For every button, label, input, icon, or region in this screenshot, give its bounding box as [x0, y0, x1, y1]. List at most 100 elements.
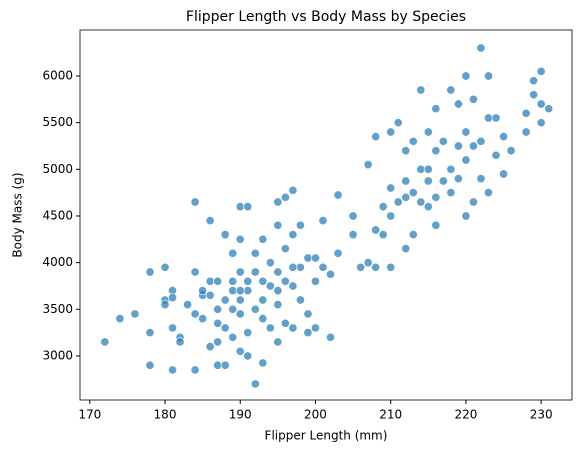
- point: [273, 220, 283, 230]
- point: [295, 220, 305, 230]
- point: [423, 164, 433, 174]
- point: [220, 323, 230, 333]
- chart-title: Flipper Length vs Body Mass by Species: [186, 9, 466, 25]
- point: [243, 276, 253, 286]
- point: [167, 293, 178, 303]
- point: [393, 118, 403, 128]
- point: [521, 127, 531, 137]
- point: [288, 323, 298, 333]
- point: [318, 216, 328, 226]
- point: [453, 174, 463, 184]
- point: [213, 360, 223, 370]
- point: [529, 90, 539, 100]
- point: [386, 211, 396, 221]
- point: [536, 66, 546, 76]
- point: [416, 85, 426, 95]
- point: [265, 281, 275, 291]
- point: [461, 155, 471, 165]
- point: [461, 211, 471, 221]
- point: [220, 360, 230, 370]
- point: [190, 365, 200, 375]
- point: [100, 337, 110, 347]
- point: [371, 262, 381, 272]
- point: [243, 328, 253, 338]
- point: [483, 188, 494, 198]
- x-tick-label: 190: [229, 408, 252, 422]
- point: [145, 267, 155, 277]
- point: [453, 141, 463, 151]
- point: [258, 314, 268, 324]
- point: [431, 192, 441, 202]
- point: [235, 309, 245, 319]
- point: [213, 337, 223, 347]
- point: [431, 220, 441, 230]
- point: [453, 99, 463, 109]
- x-tick-label: 220: [454, 408, 477, 422]
- point: [205, 342, 215, 352]
- point: [205, 216, 215, 226]
- point: [213, 304, 223, 314]
- point: [167, 323, 178, 333]
- point: [438, 136, 448, 146]
- point: [468, 141, 478, 151]
- point: [401, 244, 411, 254]
- point: [273, 300, 283, 310]
- point: [386, 262, 396, 272]
- point: [408, 136, 418, 146]
- point: [386, 183, 396, 193]
- point: [288, 230, 298, 240]
- point: [235, 202, 245, 212]
- point: [258, 358, 268, 368]
- point: [401, 192, 411, 202]
- point: [393, 197, 403, 207]
- point: [371, 225, 381, 235]
- point: [416, 197, 426, 207]
- point: [228, 304, 238, 314]
- point: [250, 379, 260, 389]
- point: [446, 188, 456, 198]
- point: [529, 76, 539, 86]
- point: [378, 202, 388, 212]
- point: [401, 146, 411, 156]
- point: [220, 230, 230, 240]
- x-tick-label: 210: [379, 408, 402, 422]
- point: [325, 332, 336, 342]
- point: [431, 104, 441, 114]
- point: [250, 267, 260, 277]
- point: [243, 202, 253, 212]
- point: [235, 234, 245, 244]
- point: [280, 192, 290, 202]
- point: [431, 146, 441, 156]
- point: [273, 197, 283, 207]
- x-tick-label: 180: [154, 408, 177, 422]
- point: [536, 99, 546, 109]
- point: [243, 351, 253, 361]
- point: [423, 176, 433, 186]
- x-tick-label: 230: [530, 408, 553, 422]
- point: [235, 295, 245, 305]
- point: [258, 234, 268, 244]
- point: [401, 176, 411, 186]
- point: [356, 262, 366, 272]
- point: [220, 295, 230, 305]
- point: [408, 230, 418, 240]
- point: [288, 262, 298, 272]
- point: [310, 253, 321, 263]
- point: [280, 276, 290, 286]
- point: [416, 164, 426, 174]
- point: [363, 160, 373, 170]
- y-tick-label: 3000: [42, 348, 73, 362]
- point: [235, 267, 245, 277]
- point: [258, 295, 268, 305]
- point: [491, 113, 501, 123]
- point: [265, 323, 275, 333]
- point: [371, 132, 381, 142]
- y-tick-label: 3500: [42, 302, 73, 316]
- x-tick-label: 200: [304, 408, 327, 422]
- point: [198, 314, 208, 324]
- point: [167, 365, 178, 375]
- y-tick-label: 5000: [42, 162, 73, 176]
- point: [213, 276, 223, 286]
- y-axis-label: Body Mass (g): [11, 172, 25, 257]
